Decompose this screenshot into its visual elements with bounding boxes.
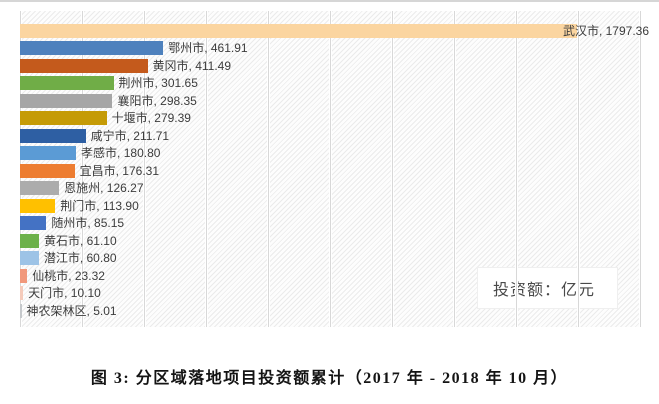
bar-黄石市 — [20, 233, 39, 248]
chart-caption: 图 3: 分区域落地项目投资额累计（2017 年 - 2018 年 10 月） — [90, 370, 569, 387]
bar-label-黄石市: 黄石市, 61.10 — [43, 233, 117, 248]
bar-黄冈市 — [20, 58, 148, 73]
gridline — [578, 11, 579, 327]
bar-咸宁市 — [20, 128, 86, 143]
bar-label-鄂州市: 鄂州市, 461.91 — [168, 41, 248, 55]
bar-label-荆州市: 荆州市, 301.65 — [118, 76, 198, 90]
bar-潜江市 — [20, 251, 39, 265]
bar-label-襄阳市: 襄阳市, 298.35 — [117, 93, 197, 108]
bar-label-荆门市: 荆门市, 113.90 — [60, 198, 139, 213]
bar-label-随州市: 随州市, 85.15 — [51, 216, 125, 230]
gridline — [206, 11, 207, 327]
gridline — [330, 11, 331, 327]
bar-宜昌市 — [20, 163, 75, 178]
gridline — [82, 11, 83, 327]
bar-孝感市 — [20, 146, 77, 160]
bar-仙桃市 — [20, 268, 28, 283]
bar-label-宜昌市: 宜昌市, 176.31 — [79, 163, 160, 178]
bar-label-神农架林区: 神农架林区, 5.01 — [26, 303, 117, 318]
bar-鄂州市 — [20, 41, 164, 55]
bar-label-孝感市: 孝感市, 180.80 — [81, 146, 161, 160]
unit-label-box: 投资额：亿元 — [477, 267, 618, 309]
bar-label-黄冈市: 黄冈市, 411.49 — [152, 58, 232, 73]
bar-天门市 — [20, 286, 24, 300]
bar-label-十堰市: 十堰市, 279.39 — [111, 111, 191, 125]
plot-area: 投资额：亿元 武汉市, 1797.36 鄂州市, 461.91 黄冈市, 411.4… — [20, 11, 649, 327]
bar-恩施州 — [20, 181, 60, 195]
bar-武汉市 — [20, 23, 578, 38]
bar-label-恩施州: 恩施州, 126.27 — [64, 181, 144, 195]
bar-荆州市 — [20, 76, 114, 90]
gridline — [640, 11, 641, 327]
unit-label: 投资额：亿元 — [493, 282, 596, 299]
gridline — [392, 11, 393, 327]
gridline — [144, 11, 145, 327]
gridline — [454, 11, 455, 327]
bar-荆门市 — [20, 198, 56, 213]
bar-十堰市 — [20, 111, 107, 125]
bar-label-仙桃市: 仙桃市, 23.32 — [32, 268, 105, 283]
bar-label-潜江市: 潜江市, 60.80 — [43, 251, 117, 265]
bar-随州市 — [20, 216, 47, 230]
gridline — [268, 11, 269, 327]
bar-襄阳市 — [20, 93, 113, 108]
bar-label-天门市: 天门市, 10.10 — [28, 286, 101, 300]
gridline — [516, 11, 517, 327]
bar-神农架林区 — [20, 303, 22, 318]
bar-label-咸宁市: 咸宁市, 211.71 — [90, 128, 170, 143]
bar-label-武汉市: 武汉市, 1797.36 — [562, 23, 649, 38]
